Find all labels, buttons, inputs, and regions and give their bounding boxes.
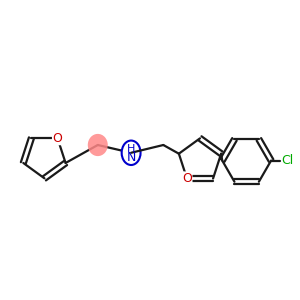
Text: O: O (182, 172, 192, 185)
Text: O: O (52, 132, 62, 145)
Text: H: H (127, 144, 135, 154)
Ellipse shape (88, 134, 108, 156)
Text: Cl: Cl (281, 154, 293, 167)
Ellipse shape (122, 141, 141, 165)
Text: N: N (126, 151, 136, 164)
